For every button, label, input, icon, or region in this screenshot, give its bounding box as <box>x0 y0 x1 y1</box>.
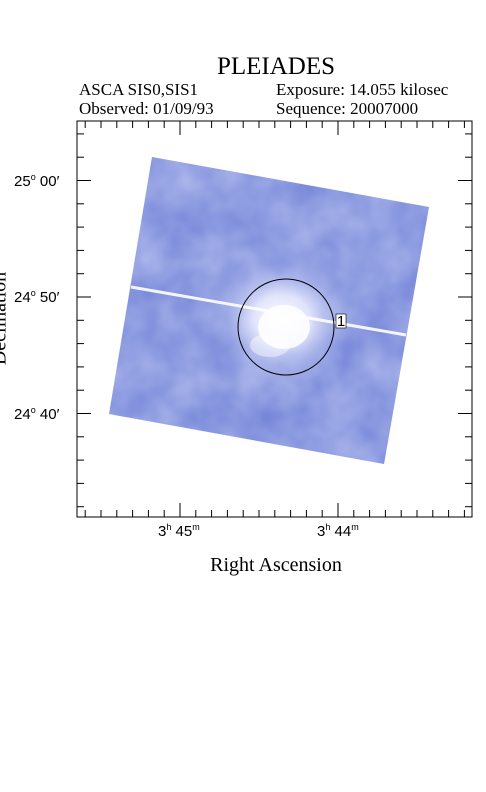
instrument-label: ASCA SIS0,SIS1 <box>79 80 199 99</box>
x-axis-labels: 3h 45m 3h 44m <box>158 522 359 540</box>
sequence-label: Sequence: 20007000 <box>276 99 419 118</box>
observed-label: Observed: 01/09/93 <box>79 99 214 118</box>
chip-gap-line <box>130 285 407 337</box>
y-axis-labels: 25o 00′ 24o 50′ 24o 40′ <box>14 172 60 423</box>
y-tick-label-2: 24o 40′ <box>14 405 60 423</box>
source-marker-label: 1 <box>337 313 345 330</box>
chart-title: PLEIADES <box>216 53 336 80</box>
source-region-circle <box>237 278 335 376</box>
y-tick-label-1: 24o 50′ <box>14 288 60 306</box>
x-ray-image <box>109 157 429 464</box>
axis-ticks <box>77 121 472 517</box>
y-axis-label: Declination <box>0 271 11 366</box>
y-tick-label-0: 25o 00′ <box>14 172 60 190</box>
exposure-label: Exposure: 14.055 kilosec <box>276 80 449 99</box>
x-axis-label: Right Ascension <box>210 554 342 576</box>
x-tick-label-1: 3h 44m <box>317 522 359 540</box>
source-marker: 1 <box>335 313 347 330</box>
x-tick-label-0: 3h 45m <box>158 522 200 540</box>
